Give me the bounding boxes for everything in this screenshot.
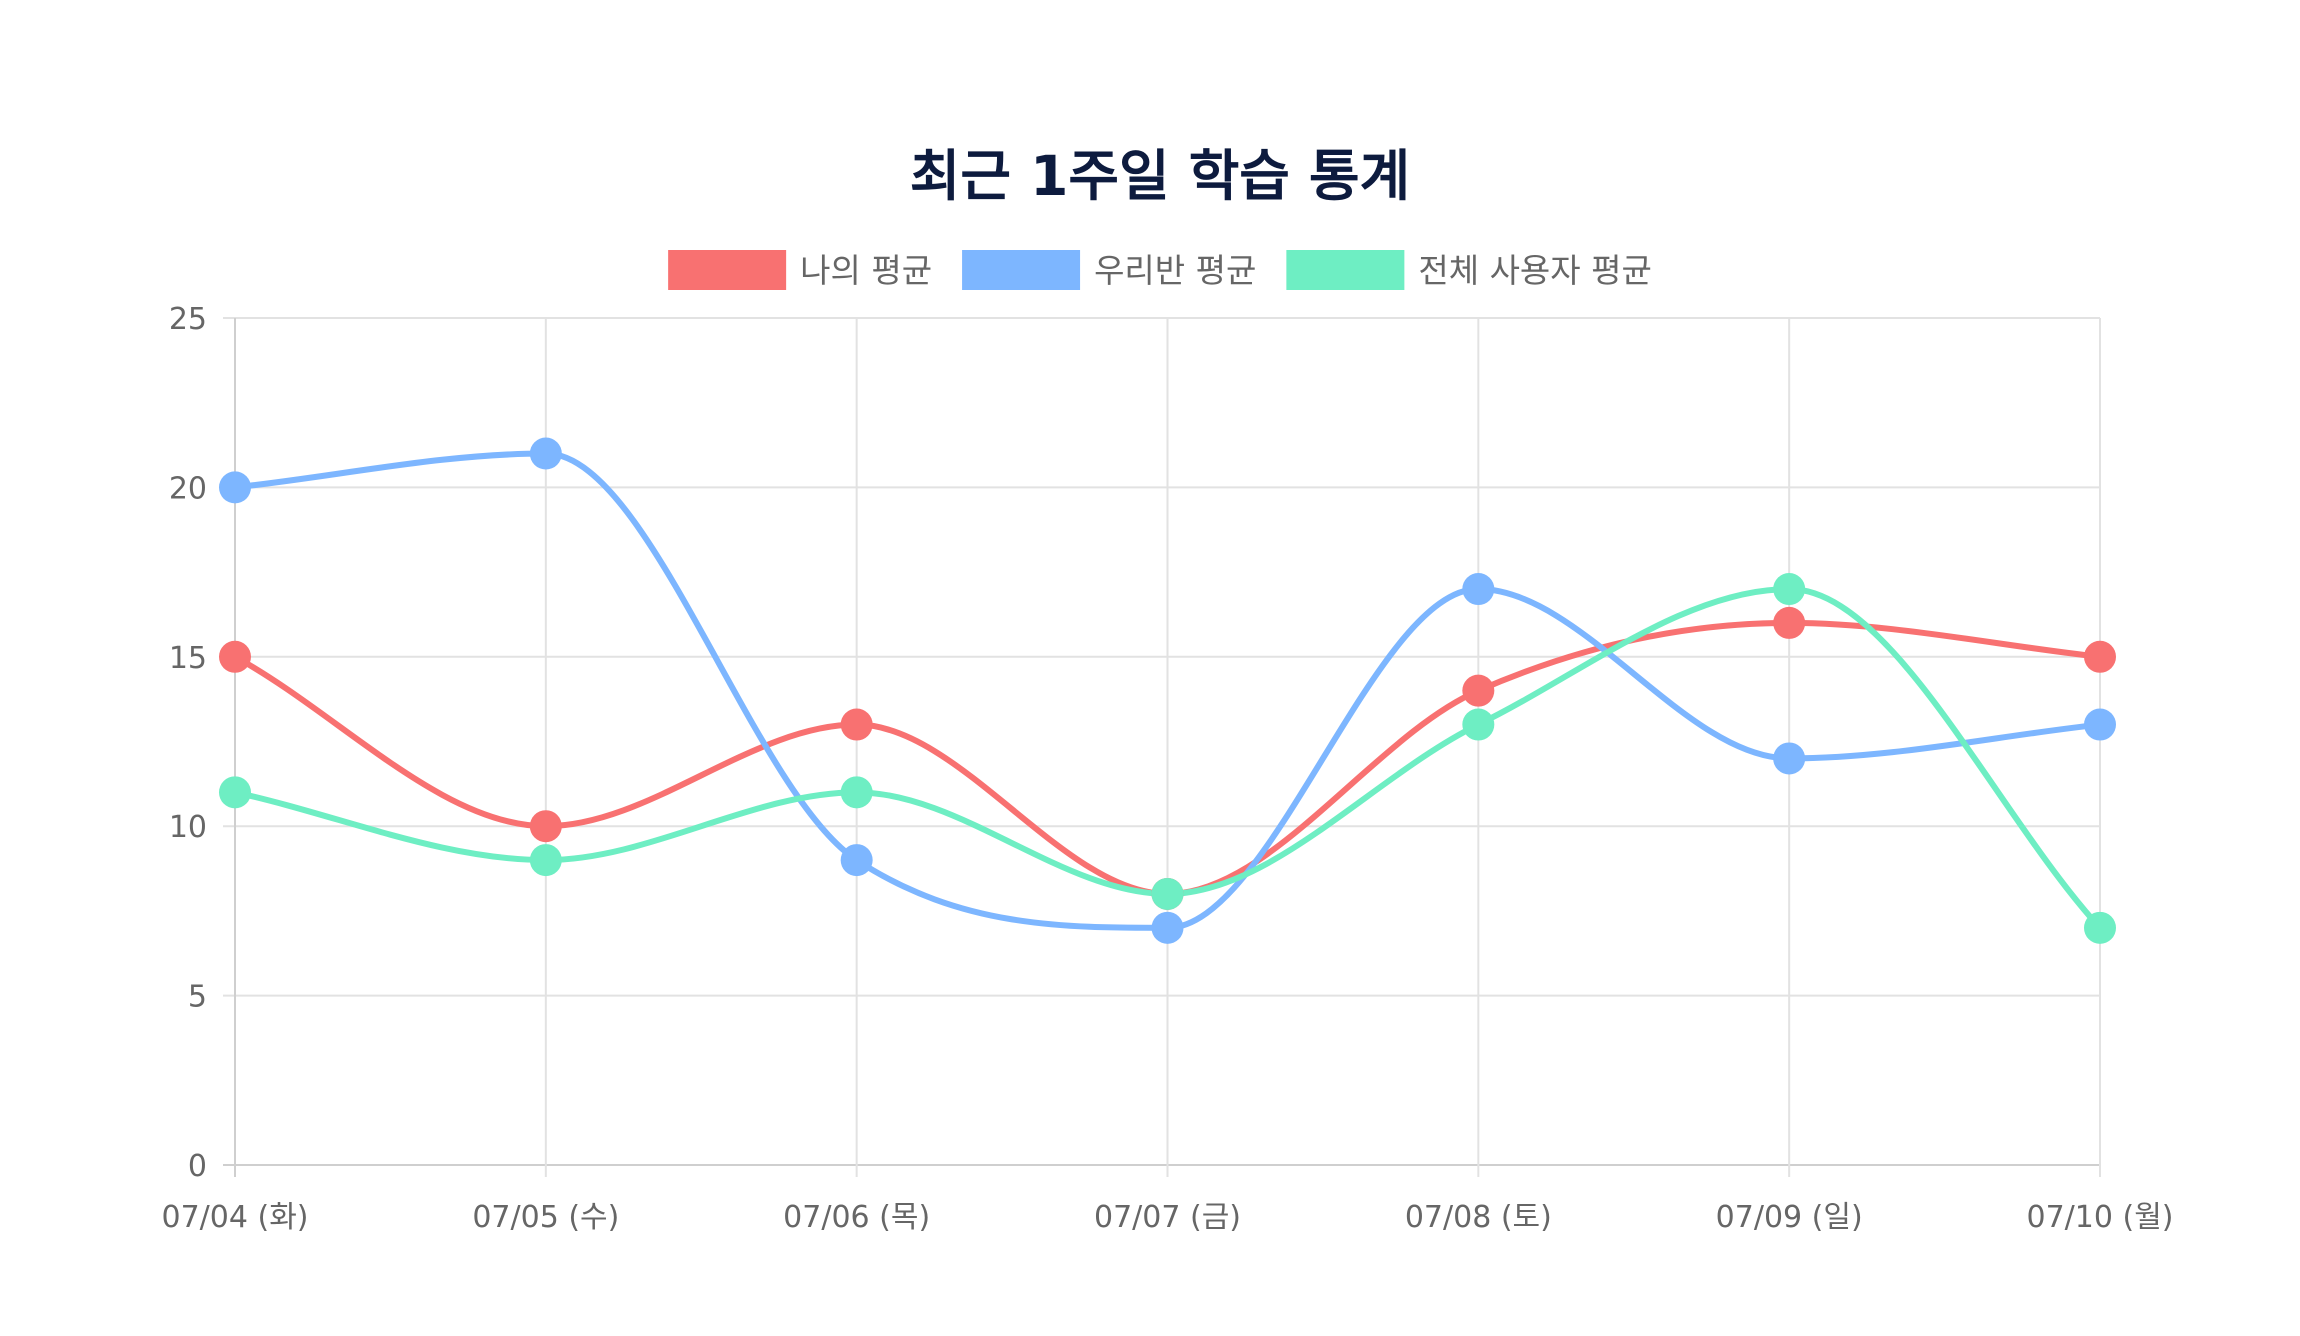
data-point[interactable] (529, 844, 562, 877)
legend-label[interactable]: 나의 평균 (800, 251, 932, 290)
chart-title: 최근 1주일 학습 통계 (910, 144, 1411, 208)
data-point[interactable] (529, 810, 562, 843)
data-point[interactable] (1151, 877, 1184, 910)
x-tick-label: 07/10 (월) (2027, 1200, 2174, 1235)
data-point[interactable] (219, 776, 251, 809)
legend-label[interactable]: 우리반 평균 (1094, 251, 1256, 290)
data-point[interactable] (219, 640, 251, 673)
x-tick-label: 07/04 (화) (162, 1200, 309, 1235)
data-point[interactable] (2084, 640, 2116, 673)
y-tick-label: 5 (188, 980, 207, 1015)
data-point[interactable] (1151, 911, 1184, 944)
y-tick-label: 10 (169, 810, 207, 845)
y-tick-label: 20 (169, 471, 207, 506)
data-point[interactable] (2084, 708, 2116, 741)
data-point[interactable] (219, 471, 251, 504)
legend-swatch (1286, 250, 1405, 290)
data-point[interactable] (1773, 606, 1806, 639)
data-point[interactable] (1462, 674, 1495, 707)
series-points (219, 437, 2116, 944)
y-tick-label: 0 (188, 1149, 207, 1184)
grid (223, 317, 2101, 1177)
x-tick-label: 07/08 (토) (1405, 1200, 1552, 1235)
axes: 0 5 10 15 20 25 07/04 (화) 07/05 (수) 07/06 (목) 07/… (162, 302, 2174, 1235)
data-point[interactable] (840, 708, 873, 741)
y-tick-label: 15 (169, 641, 207, 676)
legend-label[interactable]: 전체 사용자 평균 (1418, 251, 1652, 290)
data-point[interactable] (1462, 708, 1495, 741)
y-tick-label: 25 (169, 302, 207, 337)
legend-swatch (668, 250, 787, 290)
x-tick-label: 07/05 (수) (472, 1200, 619, 1235)
data-point[interactable] (2084, 911, 2116, 944)
legend: 나의 평균 우리반 평균 전체 사용자 평균 (668, 250, 1652, 290)
data-point[interactable] (840, 844, 873, 877)
data-point[interactable] (1773, 573, 1806, 606)
x-tick-label: 07/06 (목) (783, 1200, 930, 1235)
x-tick-label: 07/09 (일) (1716, 1200, 1863, 1235)
x-tick-label: 07/07 (금) (1094, 1200, 1241, 1235)
data-point[interactable] (1462, 573, 1495, 606)
data-point[interactable] (529, 437, 562, 470)
data-point[interactable] (840, 776, 873, 809)
data-point[interactable] (1773, 742, 1806, 775)
legend-swatch (962, 250, 1081, 290)
